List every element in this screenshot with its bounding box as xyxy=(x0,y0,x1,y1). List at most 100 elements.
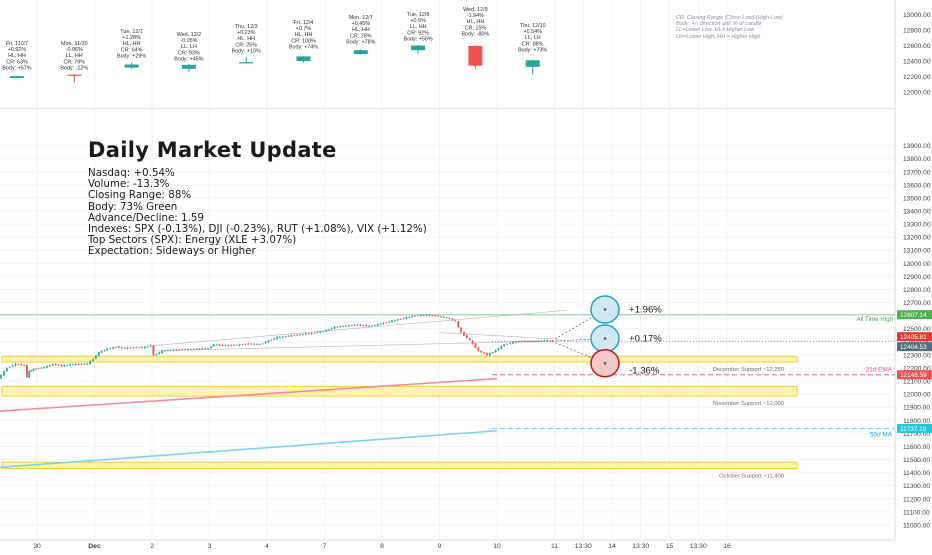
intraday-candle-body xyxy=(526,341,529,343)
intraday-candle-body xyxy=(95,355,97,359)
intraday-candle-body xyxy=(348,325,350,327)
intraday-candle-body xyxy=(244,343,247,345)
daily-stat-chg: +1.28% xyxy=(122,35,141,41)
intraday-candle-body xyxy=(414,315,416,317)
intraday-candle-body xyxy=(218,344,221,346)
intraday-candle-body xyxy=(258,344,261,346)
grid-lines xyxy=(0,0,895,540)
main-pane-tick-label: 13600.00 xyxy=(903,182,931,189)
intraday-candle-body xyxy=(474,343,477,348)
time-tick-label: Dec xyxy=(88,543,101,550)
intraday-candle-body xyxy=(437,315,439,317)
daily-stat-body: Body: +57% xyxy=(2,65,31,71)
intraday-candle-body xyxy=(333,326,336,329)
daily-stat-cr: CR: 78% xyxy=(350,33,372,39)
intraday-candle-body xyxy=(212,344,215,347)
intraday-candle-body xyxy=(250,343,253,345)
pane-divider xyxy=(0,108,895,109)
intraday-candle-body xyxy=(166,350,169,352)
daily-stat-hl: LL, LH xyxy=(181,44,197,50)
time-tick-label: 14 xyxy=(608,543,616,550)
intraday-candle-body xyxy=(422,315,425,316)
intraday-candle-body xyxy=(103,350,106,352)
intraday-candle-body xyxy=(86,363,89,365)
main-pane-tick-label: 11900.00 xyxy=(903,405,930,412)
intraday-candle-body xyxy=(371,325,373,327)
intraday-candle-body xyxy=(40,367,43,369)
intraday-candle-body xyxy=(201,348,204,350)
daily-stat-chg: +0.7% xyxy=(296,26,312,32)
daily-stat-body: Body: +45% xyxy=(174,56,203,62)
intraday-candle-body xyxy=(537,341,540,343)
intraday-candle-body xyxy=(207,348,209,349)
intraday-candle-body xyxy=(23,364,25,366)
intraday-candle-body xyxy=(14,363,17,366)
scenario-label: -1.36% xyxy=(629,365,660,376)
intraday-candle-body xyxy=(417,315,419,317)
intraday-candle-body xyxy=(345,325,347,327)
intraday-candle-body xyxy=(540,340,543,342)
all-time-high-tag-bg xyxy=(897,310,932,320)
intraday-candle-body xyxy=(26,365,28,378)
time-tick-label: 16 xyxy=(723,543,731,550)
intraday-candle-body xyxy=(164,350,166,352)
ma50-line xyxy=(0,429,498,469)
intraday-candle-body xyxy=(261,343,264,345)
intraday-candle-body xyxy=(356,324,359,326)
intraday-candle-body xyxy=(448,318,451,319)
intraday-candle-body xyxy=(491,351,494,354)
ema21-tag-bg xyxy=(897,370,932,380)
intraday-candle-body xyxy=(187,348,189,350)
intraday-candle-body xyxy=(368,325,370,327)
intraday-candle-body xyxy=(529,340,531,342)
intraday-candle-body xyxy=(129,347,132,349)
intraday-candle-body xyxy=(66,365,69,367)
intraday-candle-body xyxy=(169,350,172,351)
intraday-candle-body xyxy=(230,345,232,346)
intraday-candle-body xyxy=(238,344,241,346)
intraday-candle-body xyxy=(89,361,92,365)
intraday-candle-body xyxy=(373,324,376,326)
time-tick-label: 2 xyxy=(150,543,154,550)
intraday-candle-body xyxy=(296,334,299,336)
daily-stat-body: Body: +29% xyxy=(117,53,146,59)
intraday-candle-body xyxy=(112,347,115,349)
intraday-candle-body xyxy=(350,325,353,327)
time-tick-label: 13:30 xyxy=(575,543,592,550)
intraday-candle-body xyxy=(49,365,51,367)
top-pane-tick-label: 13000.00 xyxy=(903,12,931,19)
main-pane-tick-label: 12000.00 xyxy=(903,392,931,399)
intraday-candle-body xyxy=(118,346,120,348)
scenario-label: +0.17% xyxy=(629,334,662,345)
intraday-candle-body xyxy=(336,326,339,328)
intraday-candle-body xyxy=(511,342,514,344)
intraday-candle-body xyxy=(20,364,23,366)
intraday-candle-body xyxy=(97,352,100,356)
daily-stat-cr: CR: 25% xyxy=(235,42,257,48)
intraday-candle-body xyxy=(92,359,94,361)
time-tick-label: 13:30 xyxy=(632,543,649,550)
main-pane-tick-label: 11300.00 xyxy=(903,483,930,490)
daily-candle-body xyxy=(124,64,139,68)
support-zone xyxy=(1,385,798,397)
daily-stat-date: Mon, 12/7 xyxy=(349,15,373,21)
main-pane-tick-label: 11100.00 xyxy=(903,509,930,516)
update-volume: Volume: -13.3% xyxy=(88,178,170,191)
main-pane-tick-label: 12100.00 xyxy=(903,379,931,386)
daily-stat-chg: -0.06% xyxy=(66,47,83,53)
intraday-candle-body xyxy=(178,349,181,351)
main-pane-tick-label: 13400.00 xyxy=(903,209,931,216)
intraday-candle-body xyxy=(115,346,117,348)
intraday-candle-body xyxy=(457,321,460,328)
daily-candle-body xyxy=(525,60,540,67)
daily-stat-date: Fri, 11/27 xyxy=(6,41,28,47)
daily-stat-body: Body: -80% xyxy=(461,31,489,37)
intraday-candle-body xyxy=(28,370,31,378)
time-tick-label: 13:30 xyxy=(690,543,707,550)
time-tick-label: 4 xyxy=(265,543,269,550)
intraday-candle-body xyxy=(30,370,33,372)
